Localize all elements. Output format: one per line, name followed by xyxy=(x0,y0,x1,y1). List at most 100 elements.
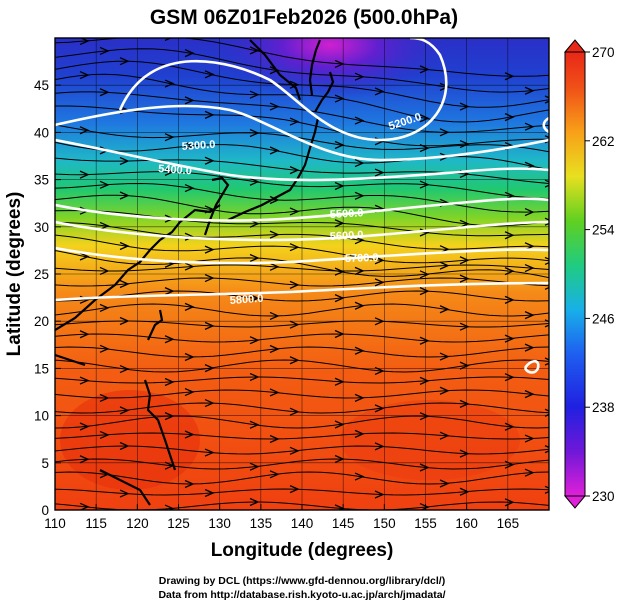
philippines xyxy=(143,379,177,471)
colorbar-bottom-arrow xyxy=(563,495,587,509)
flow-arrow xyxy=(204,321,215,330)
flow-arrow xyxy=(289,356,300,365)
flow-arrow xyxy=(204,156,215,165)
figure-title: GSM 06Z01Feb2026 (500.0hPa) xyxy=(150,6,458,29)
flow-arrow xyxy=(269,388,280,397)
flow-arrow xyxy=(249,372,260,382)
contour-5600 xyxy=(55,220,549,242)
flow-arrow xyxy=(334,294,345,303)
flow-arrow xyxy=(459,274,470,283)
contour-5400 xyxy=(55,138,549,182)
flow-arrow xyxy=(524,86,535,95)
flow-arrow xyxy=(184,141,195,151)
flow-arrow xyxy=(99,266,110,276)
japan-hokkaido xyxy=(314,71,335,113)
flow-arrow xyxy=(459,219,470,228)
y-tick-label: 25 xyxy=(34,267,49,282)
x-axis-label: Longitude (degrees) xyxy=(211,540,394,561)
colorbar-top-arrow xyxy=(563,39,587,53)
flow-arrow xyxy=(79,126,90,135)
flow-arrow xyxy=(524,343,535,352)
streamline xyxy=(55,376,549,384)
flow-arrow xyxy=(289,207,300,216)
flow-arrow xyxy=(354,301,365,310)
streamline xyxy=(55,182,549,213)
contour-closed-cell xyxy=(523,359,540,374)
flow-arrow xyxy=(459,322,470,331)
y-tick-label: 40 xyxy=(34,125,49,140)
flow-arrow xyxy=(524,390,535,399)
flow-arrow xyxy=(459,361,470,370)
colorbar-ticks: 230 238 246 254 262 270 xyxy=(585,45,615,504)
contour-label: 5800.0 xyxy=(229,293,263,307)
flow-arrow xyxy=(249,420,260,429)
flow-arrow xyxy=(544,485,549,494)
flow-arrow xyxy=(354,158,365,168)
streamline xyxy=(55,471,549,485)
streamline xyxy=(55,389,549,399)
flow-arrow xyxy=(164,133,175,142)
flow-arrow xyxy=(184,302,195,311)
flow-arrow xyxy=(99,344,110,353)
flow-arrow xyxy=(354,191,365,200)
flow-arrow xyxy=(354,393,365,402)
flow-arrow xyxy=(354,472,365,481)
flow-arrow xyxy=(119,241,130,251)
flow-arrow xyxy=(269,311,280,321)
x-tick-label: 155 xyxy=(414,516,437,531)
flow-arrow xyxy=(524,122,535,131)
flow-arrow xyxy=(354,429,365,438)
flow-arrow xyxy=(184,479,195,489)
flow-arrow xyxy=(439,479,450,488)
flow-arrow xyxy=(544,95,549,104)
flow-arrow xyxy=(184,96,195,105)
y-tick-label: 10 xyxy=(34,409,49,424)
flow-arrow xyxy=(419,114,430,123)
japan-honshu xyxy=(227,117,320,221)
flow-arrow xyxy=(289,320,300,329)
flow-arrow xyxy=(354,266,365,275)
flow-arrow xyxy=(204,70,215,79)
streamline xyxy=(55,290,549,302)
flow-arrow xyxy=(374,317,385,326)
flow-arrow xyxy=(99,88,110,97)
colorbar-tick-label: 238 xyxy=(592,400,615,415)
x-tick-label: 120 xyxy=(126,516,149,531)
flow-arrow xyxy=(79,252,90,261)
warm-region xyxy=(60,390,200,490)
flow-arrow xyxy=(249,90,260,99)
flow-arrow xyxy=(504,334,515,343)
flow-arrow xyxy=(504,267,515,276)
y-tick-label: 35 xyxy=(34,173,49,188)
colorbar-tick-label: 254 xyxy=(592,223,615,238)
flow-arrow xyxy=(544,408,549,417)
flow-arrow xyxy=(459,139,470,149)
flow-arrow xyxy=(249,497,260,507)
streamline xyxy=(55,48,549,93)
flow-arrow xyxy=(99,46,110,56)
y-axis-ticks: 0 5 10 15 20 25 30 35 40 45 xyxy=(34,78,61,518)
flow-arrow xyxy=(334,454,345,464)
flow-arrow xyxy=(334,94,345,103)
x-tick-label: 160 xyxy=(455,516,478,531)
flow-arrow xyxy=(459,487,470,496)
x-tick-label: 165 xyxy=(497,516,520,531)
flow-arrow xyxy=(439,431,450,440)
x-tick-label: 135 xyxy=(250,516,273,531)
flow-arrow xyxy=(119,364,130,374)
x-tick-label: 145 xyxy=(332,516,355,531)
flow-arrow xyxy=(99,303,110,313)
flow-arrow xyxy=(459,399,470,408)
flow-arrow xyxy=(289,485,300,494)
flow-arrow xyxy=(354,72,365,81)
flow-arrow xyxy=(164,504,175,510)
streamline xyxy=(55,458,549,470)
flow-arrow xyxy=(354,346,365,355)
flow-arrow xyxy=(439,352,450,361)
flow-arrow xyxy=(269,262,280,271)
flow-arrow xyxy=(184,183,195,193)
flow-arrow xyxy=(504,295,515,304)
colorbar: 230 238 246 254 262 270 xyxy=(563,39,615,509)
flow-arrow xyxy=(249,253,260,263)
flow-arrow xyxy=(79,502,90,510)
